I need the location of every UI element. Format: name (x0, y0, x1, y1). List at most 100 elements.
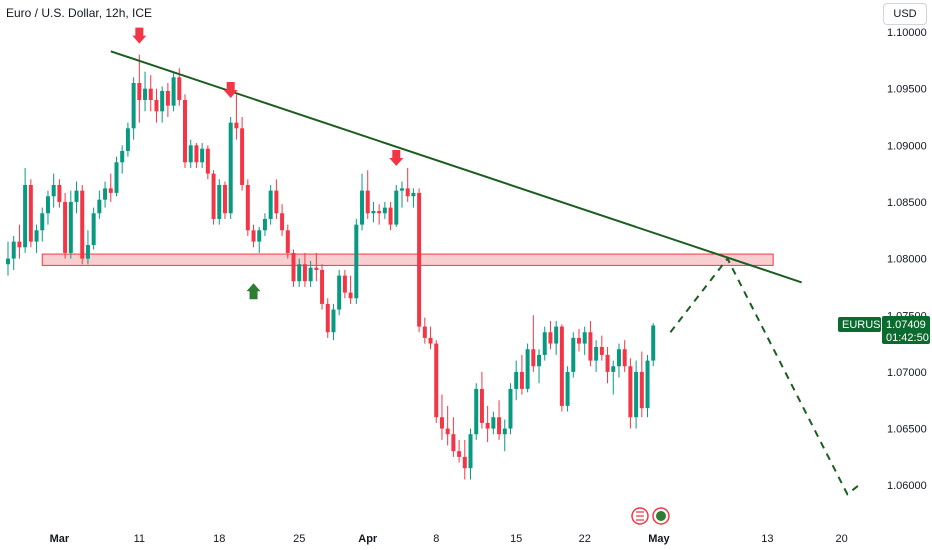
candle (565, 366, 570, 412)
candle (228, 116, 233, 219)
candle-body (171, 77, 176, 106)
candle (388, 201, 393, 231)
candle-body (474, 388, 479, 435)
x-tick-label: 22 (579, 533, 591, 545)
candle (205, 145, 210, 180)
candle (68, 190, 73, 259)
y-tick-label: 1.06000 (887, 480, 927, 492)
candle (314, 252, 319, 282)
candle-body (68, 201, 73, 253)
candle (342, 269, 347, 299)
arrow-down-marker-icon (389, 149, 404, 166)
candle (57, 179, 62, 208)
price-tag-bg (882, 316, 930, 344)
y-tick-label: 1.07000 (887, 367, 927, 379)
candle (537, 349, 542, 384)
candle-body (599, 346, 604, 355)
candle-body (211, 173, 216, 219)
candle-body (537, 354, 542, 367)
candle-body (462, 456, 467, 469)
candle (479, 371, 484, 429)
support-zone-rect[interactable] (41, 253, 774, 266)
candle (571, 332, 576, 378)
candle (6, 241, 10, 276)
candle-body (194, 145, 199, 163)
candle (11, 235, 16, 270)
candle (211, 170, 216, 225)
candle-body (365, 190, 370, 214)
candle (103, 181, 108, 208)
candle (257, 226, 262, 253)
candle-body (508, 388, 513, 429)
projection-path[interactable] (669, 256, 860, 496)
candle (17, 224, 22, 259)
candle (651, 323, 656, 367)
candle (285, 224, 290, 259)
time-axis[interactable]: Mar 11 18 25 Apr 8 15 22 May 13 20 (50, 533, 848, 545)
candle (559, 324, 564, 412)
candle (365, 170, 370, 219)
candle-body (74, 190, 79, 202)
candle-body (320, 269, 325, 304)
drawings[interactable] (110, 50, 860, 496)
candle (645, 354, 650, 418)
candle-body (40, 213, 45, 231)
support-zone[interactable] (41, 253, 774, 266)
x-tick-label: 11 (134, 533, 145, 545)
candle-body (91, 213, 96, 246)
candle (222, 181, 227, 219)
earnings-icon[interactable] (652, 507, 670, 525)
candle-body (519, 371, 524, 389)
candle (594, 340, 599, 372)
candle-body (565, 371, 570, 406)
candle (217, 179, 222, 225)
candle (268, 184, 273, 225)
candle-body (114, 162, 119, 193)
arrow-down-marker-icon (132, 27, 147, 44)
candle (605, 346, 610, 384)
candle-body (605, 354, 610, 372)
candle (428, 326, 433, 350)
candle (171, 71, 176, 112)
candle (468, 428, 473, 480)
currency-button[interactable]: USD (883, 3, 927, 25)
candle-body (434, 343, 439, 418)
x-tick-label: 18 (213, 533, 225, 545)
candle (445, 405, 450, 446)
candle-body (354, 224, 359, 299)
price-tag: 1.07409 01:42:50 (882, 316, 930, 344)
x-tick-label: 8 (433, 533, 439, 545)
candle (548, 320, 553, 350)
candle-body (594, 346, 599, 361)
arrow-up-marker-icon (246, 283, 261, 300)
symbol-tag-label: EURUSD (842, 319, 889, 331)
news-flag-icon[interactable] (631, 507, 649, 525)
countdown-tag-value: 01:42:50 (886, 332, 929, 344)
candle (451, 417, 456, 457)
candle-body (502, 428, 507, 435)
price-tag-value: 1.07409 (886, 319, 926, 331)
candle-body (525, 349, 530, 389)
candle-body (160, 90, 165, 112)
candle-body (125, 128, 130, 151)
candlestick-series (6, 54, 656, 480)
candle (148, 75, 153, 112)
candle-body (217, 184, 222, 219)
candle (394, 184, 399, 227)
trendline[interactable] (110, 50, 803, 284)
candle (439, 394, 444, 440)
candle (639, 351, 644, 418)
candle (108, 173, 113, 202)
candle-body (23, 184, 28, 248)
candle (188, 139, 193, 168)
x-tick-label: May (648, 533, 670, 545)
candle (262, 213, 267, 236)
candle-body (205, 148, 210, 174)
candle (274, 179, 279, 219)
candle-body (382, 207, 387, 214)
candle (399, 181, 404, 208)
candle (120, 145, 125, 174)
candle (422, 317, 427, 344)
candle (183, 94, 188, 168)
